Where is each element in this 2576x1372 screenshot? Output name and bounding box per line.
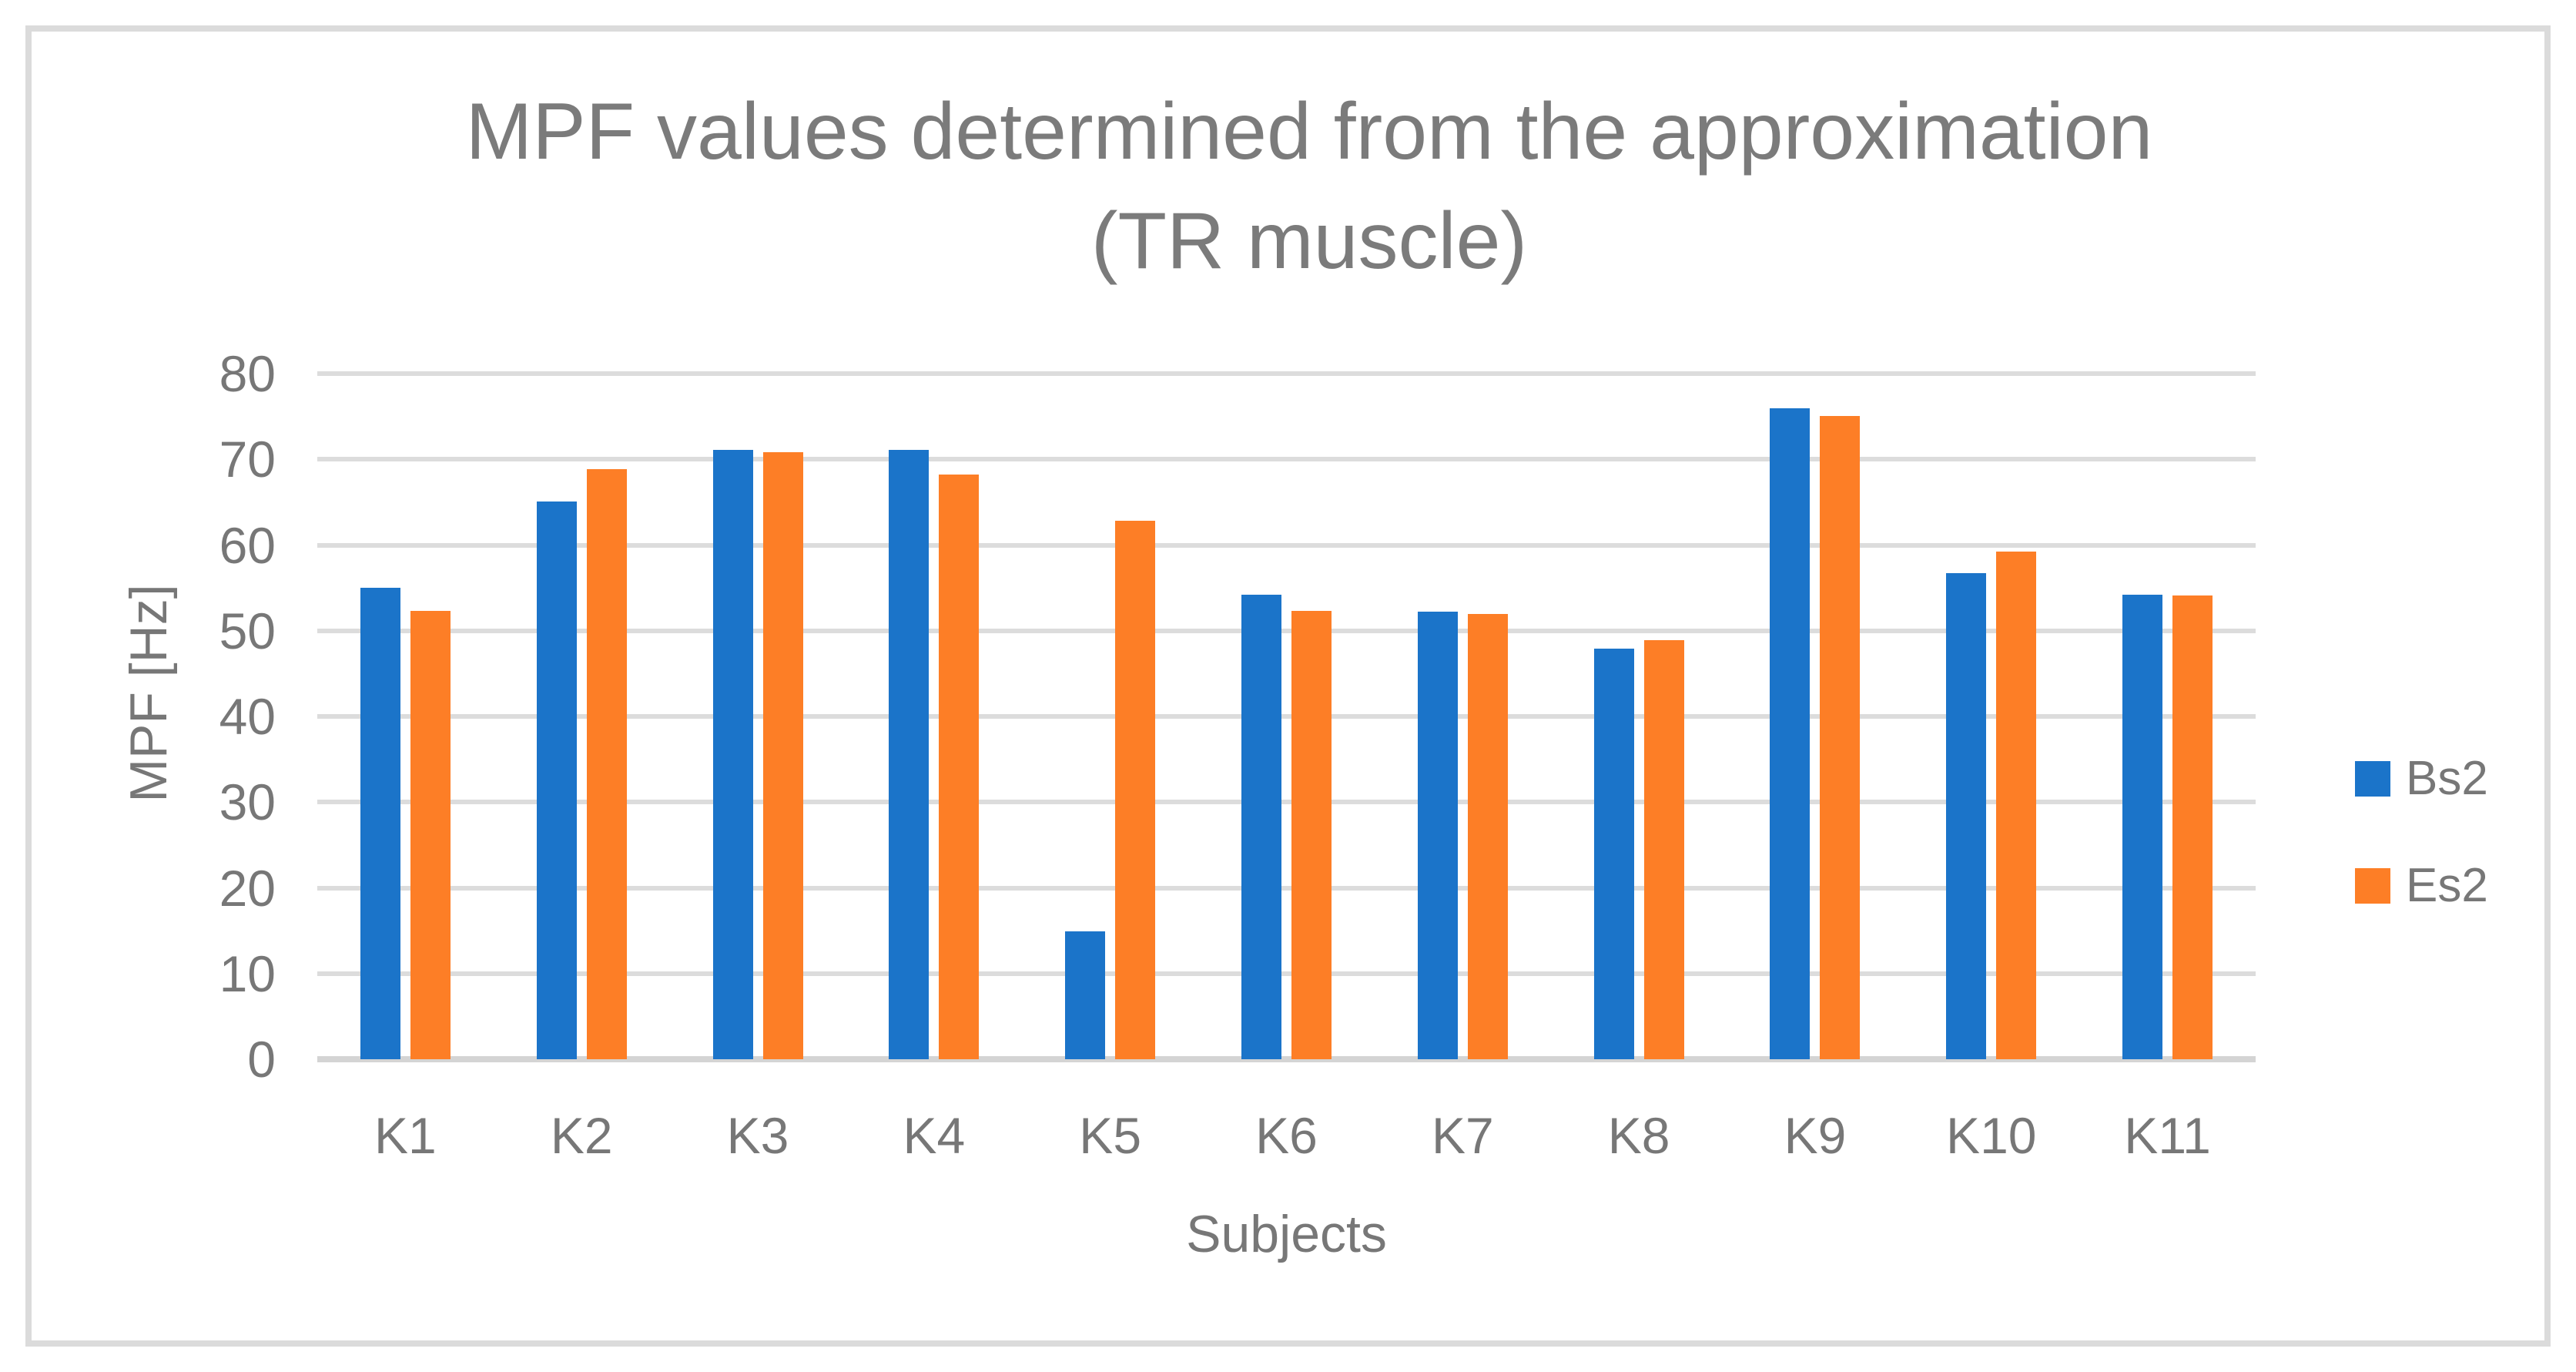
bar-es2-k1	[410, 611, 451, 1059]
legend-swatch-es2	[2355, 868, 2390, 904]
y-tick-label-10: 10	[219, 944, 276, 1002]
plot-area	[317, 371, 2256, 1062]
bar-es2-k9	[1820, 415, 1861, 1059]
bar-es2-k11	[2172, 595, 2213, 1059]
legend-entry-bs2: Bs2	[2355, 753, 2488, 804]
chart-title-line-1: MPF values determined from the approxima…	[465, 87, 2153, 176]
gridline-30	[317, 800, 2256, 805]
bar-bs2-k8	[1593, 649, 1634, 1059]
bar-bs2-k10	[1946, 573, 1987, 1059]
y-tick-label-40: 40	[219, 688, 276, 745]
bar-es2-k5	[1115, 521, 1156, 1059]
gridline-50	[317, 628, 2256, 633]
gridline-20	[317, 885, 2256, 891]
y-tick-label-60: 60	[219, 516, 276, 574]
bar-es2-k7	[1467, 613, 1508, 1059]
gridline-80	[317, 371, 2256, 376]
bar-bs2-k11	[2122, 595, 2163, 1059]
x-tick-label-k7: K7	[1431, 1107, 1494, 1164]
x-tick-label-k1: K1	[374, 1107, 437, 1164]
gridline-40	[317, 714, 2256, 719]
bar-bs2-k2	[536, 501, 577, 1059]
legend-entry-es2: Es2	[2355, 860, 2488, 911]
legend-label-bs2: Bs2	[2406, 752, 2488, 805]
x-axis-title: Subjects	[1186, 1205, 1387, 1263]
bar-bs2-k6	[1241, 595, 1281, 1059]
x-tick-label-k5: K5	[1079, 1107, 1142, 1164]
bar-es2-k6	[1291, 611, 1332, 1059]
bar-bs2-k4	[889, 450, 930, 1059]
legend-swatch-bs2	[2355, 761, 2390, 797]
x-tick-label-k9: K9	[1784, 1107, 1847, 1164]
gridline-10	[317, 971, 2256, 976]
y-tick-label-50: 50	[219, 602, 276, 659]
x-tick-label-k2: K2	[550, 1107, 613, 1164]
y-tick-label-70: 70	[219, 431, 276, 488]
bar-bs2-k5	[1065, 931, 1106, 1059]
y-tick-label-20: 20	[219, 859, 276, 917]
legend-label-es2: Es2	[2406, 859, 2488, 912]
x-tick-label-k8: K8	[1607, 1107, 1670, 1164]
x-tick-label-k3: K3	[726, 1107, 789, 1164]
chart-title-line-2: (TR muscle)	[1090, 196, 1528, 286]
x-tick-label-k4: K4	[903, 1107, 966, 1164]
y-tick-label-30: 30	[219, 773, 276, 831]
gridline-70	[317, 457, 2256, 462]
x-tick-label-k10: K10	[1946, 1107, 2037, 1164]
gridline-60	[317, 542, 2256, 548]
y-tick-label-0: 0	[247, 1031, 276, 1088]
bar-bs2-k1	[360, 588, 400, 1059]
y-tick-label-80: 80	[219, 345, 276, 402]
bar-es2-k3	[762, 452, 803, 1059]
bar-es2-k10	[1996, 552, 2037, 1059]
chart-title: MPF values determined from the approxima…	[0, 77, 2576, 296]
x-tick-label-k11: K11	[2124, 1107, 2211, 1164]
bar-es2-k4	[939, 475, 980, 1059]
bar-bs2-k9	[1770, 408, 1811, 1059]
bar-bs2-k7	[1417, 612, 1458, 1059]
x-axis-line	[317, 1056, 2256, 1062]
bar-bs2-k3	[712, 450, 753, 1059]
x-tick-label-k6: K6	[1255, 1107, 1318, 1164]
bar-es2-k8	[1643, 640, 1684, 1059]
bar-es2-k2	[586, 468, 627, 1059]
